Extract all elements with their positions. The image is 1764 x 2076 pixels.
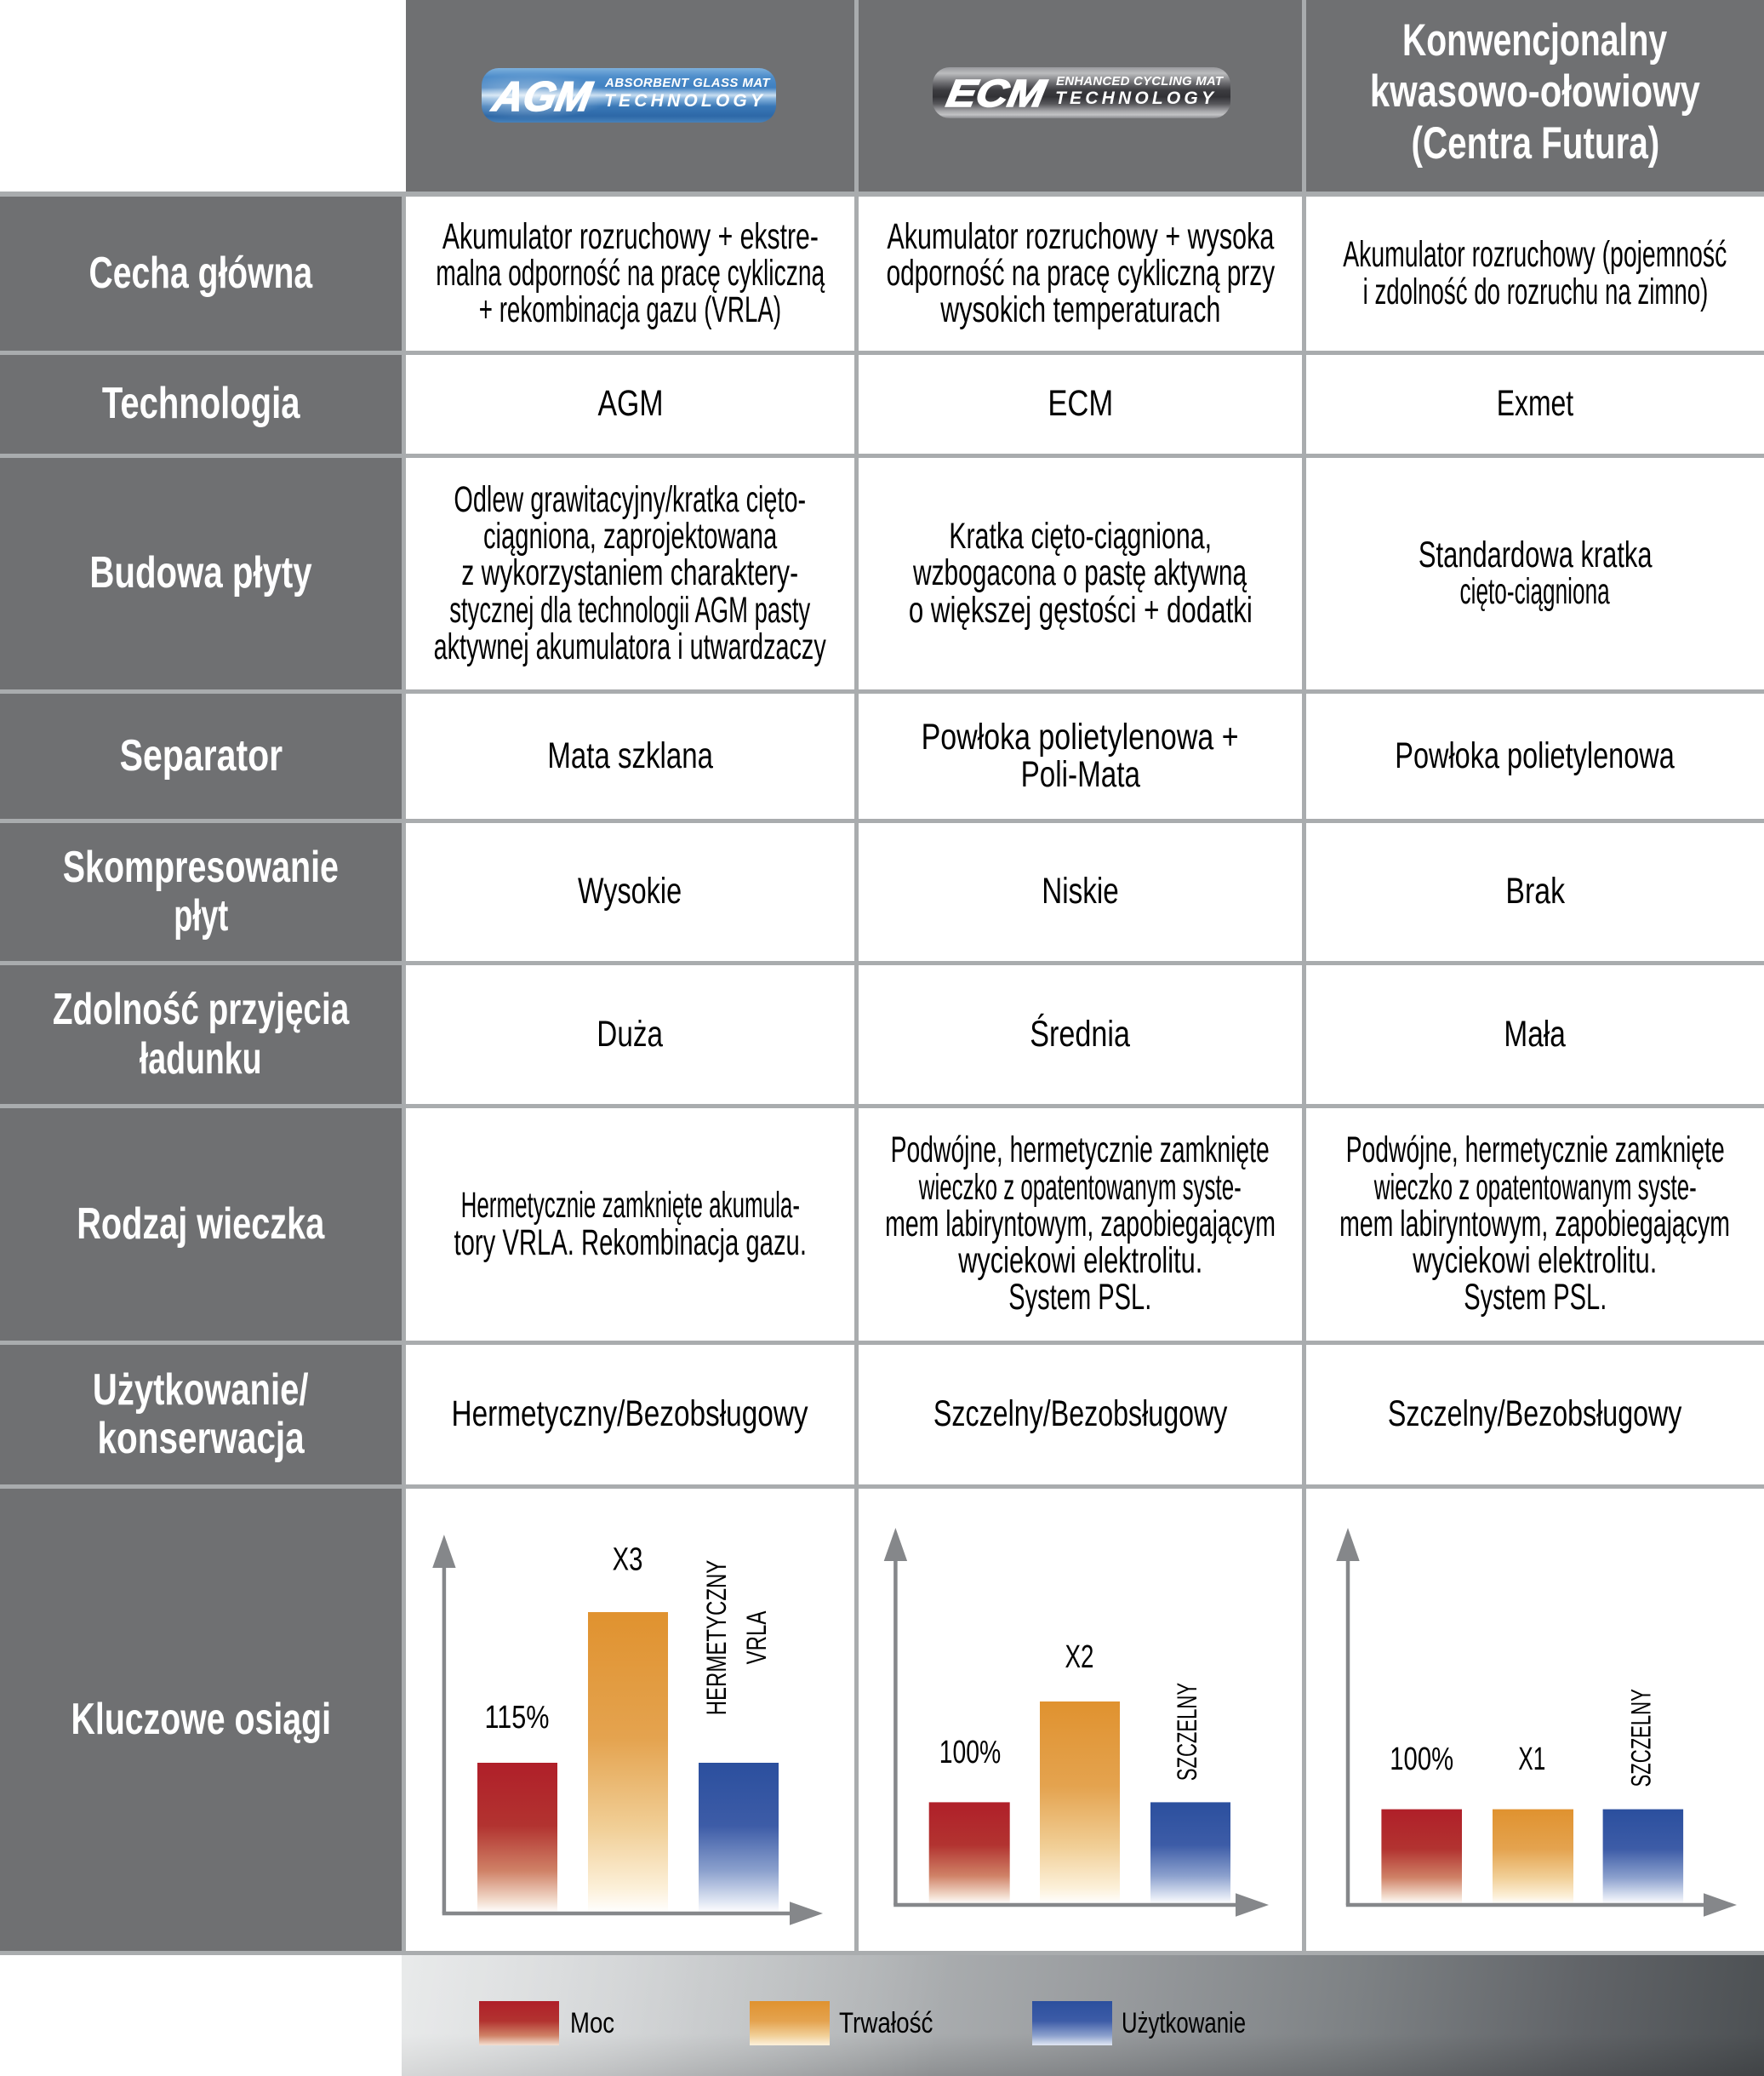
svg-text:X2: X2 <box>1065 1639 1093 1675</box>
svg-text:X3: X3 <box>613 1541 643 1578</box>
svg-text:SZCZELNY: SZCZELNY <box>1172 1683 1202 1781</box>
svg-text:100%: 100% <box>1390 1741 1453 1778</box>
svg-text:SZCZELNY: SZCZELNY <box>1625 1689 1656 1787</box>
svg-text:100%: 100% <box>939 1735 1001 1770</box>
svg-text:115%: 115% <box>485 1700 550 1736</box>
svg-text:X1: X1 <box>1518 1740 1545 1776</box>
